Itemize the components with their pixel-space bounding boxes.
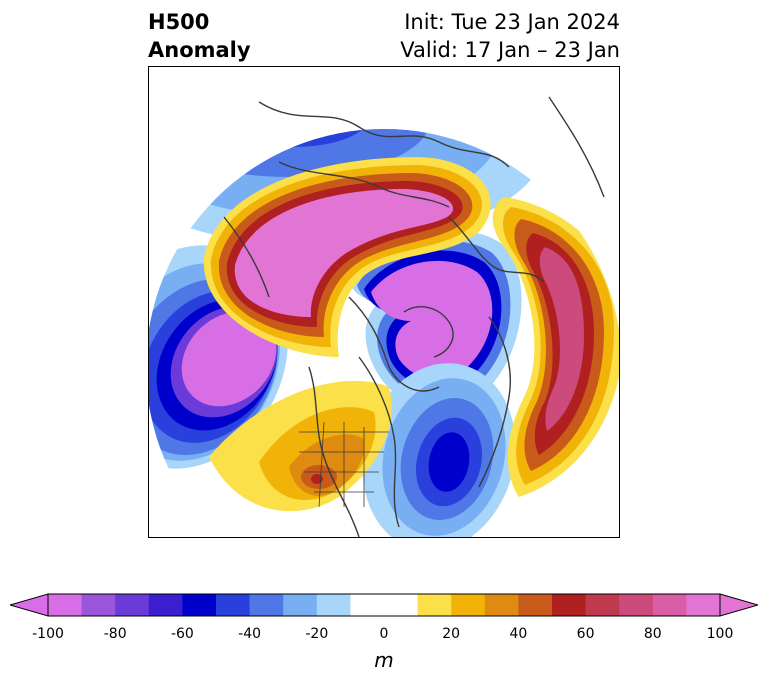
- coastlines: [223, 96, 605, 537]
- field-title: H500: [148, 10, 210, 34]
- colorbar-segment: [182, 594, 217, 616]
- colorbar-segment: [619, 594, 654, 616]
- colorbar-tick-label: -60: [170, 626, 194, 642]
- negative-anomaly-southeast: [362, 363, 516, 537]
- colorbar-tick-label: -40: [238, 626, 262, 642]
- colorbar-segment: [249, 594, 284, 616]
- colorbar-segment: [417, 594, 452, 616]
- colorbar-tick-label: 80: [643, 626, 662, 642]
- colorbar-tick-label: 0: [379, 626, 389, 642]
- colorbar-segment: [384, 594, 419, 616]
- colorbar-segment: [148, 594, 183, 616]
- positive-anomaly-ridge: [203, 157, 491, 357]
- colorbar-tick-label: -80: [103, 626, 127, 642]
- title-left-block: H500 Anomaly: [148, 8, 251, 64]
- positive-anomaly-east: [492, 197, 619, 497]
- field-subtitle: Anomaly: [148, 38, 251, 62]
- colorbar-segment: [552, 594, 587, 616]
- colorbar-segment: [585, 594, 620, 616]
- colorbar-segment: [451, 594, 486, 616]
- colorbar-segment: [81, 594, 116, 616]
- colorbar-tick-label: -100: [32, 626, 64, 642]
- colorbar-outline: [47, 593, 721, 617]
- valid-period-label: Valid: 17 Jan – 23 Jan: [400, 38, 620, 62]
- colorbar-tick-label: 40: [509, 626, 528, 642]
- colorbar-segment: [484, 594, 519, 616]
- negative-anomaly-central: [349, 230, 522, 410]
- colorbar-segment: [652, 594, 687, 616]
- colorbar-extend-max: [719, 593, 758, 617]
- colorbar-segment: [216, 594, 251, 616]
- colorbar-tick-label: 100: [706, 626, 734, 642]
- colorbar-extend-min: [10, 593, 49, 617]
- colorbar-tick-label: 60: [576, 626, 595, 642]
- colorbar: [10, 593, 758, 617]
- colorbar-segment: [518, 594, 553, 616]
- colorbar-tick-label: -20: [305, 626, 329, 642]
- colorbar-segment: [115, 594, 150, 616]
- colorbar-segment: [350, 594, 385, 616]
- colorbar-segment: [283, 594, 318, 616]
- colorbar-segment: [316, 594, 351, 616]
- colorbar-segment: [48, 594, 83, 616]
- title-right-block: Init: Tue 23 Jan 2024 Valid: 17 Jan – 23…: [400, 8, 620, 64]
- colorbar-segment: [686, 594, 721, 616]
- polar-anomaly-map: [149, 96, 619, 537]
- colorbar-tick-label: 20: [442, 626, 461, 642]
- init-time-label: Init: Tue 23 Jan 2024: [404, 10, 620, 34]
- positive-anomaly-southwest: [209, 380, 392, 512]
- colorbar-units-label: m: [374, 648, 394, 672]
- anomaly-field: [149, 129, 619, 537]
- map-panel: [148, 66, 620, 538]
